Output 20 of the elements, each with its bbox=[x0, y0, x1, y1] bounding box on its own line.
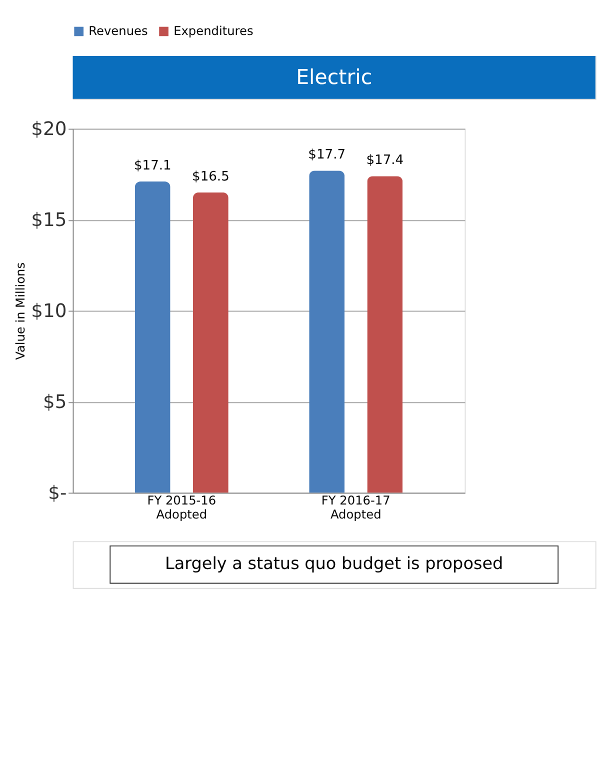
bar bbox=[367, 176, 403, 493]
data-label: $17.4 bbox=[366, 152, 404, 168]
bar bbox=[134, 182, 170, 493]
legend-label: Expenditures bbox=[174, 24, 254, 38]
y-tick-label: $5 bbox=[42, 392, 67, 413]
y-tick-label: $- bbox=[48, 482, 67, 504]
y-tick-label: $10 bbox=[31, 300, 67, 322]
y-axis-title: Value in Millions bbox=[14, 262, 28, 360]
bar bbox=[309, 170, 345, 493]
text: Largely a status quo budget is proposed bbox=[164, 553, 504, 574]
legend-label: Revenues bbox=[88, 24, 148, 38]
data-label: $17.7 bbox=[308, 147, 346, 162]
chart-title: Electric bbox=[296, 64, 372, 89]
y-tick-label: $15 bbox=[31, 210, 67, 231]
y-tick-label: $20 bbox=[31, 118, 67, 140]
x-tick-label: FY 2016-17 Adopted bbox=[321, 493, 390, 522]
data-label: $17.1 bbox=[134, 158, 172, 174]
x-tick-label: FY 2015-16 Adopted bbox=[147, 493, 216, 522]
data-label: $16.5 bbox=[192, 169, 230, 184]
bar bbox=[192, 192, 228, 493]
